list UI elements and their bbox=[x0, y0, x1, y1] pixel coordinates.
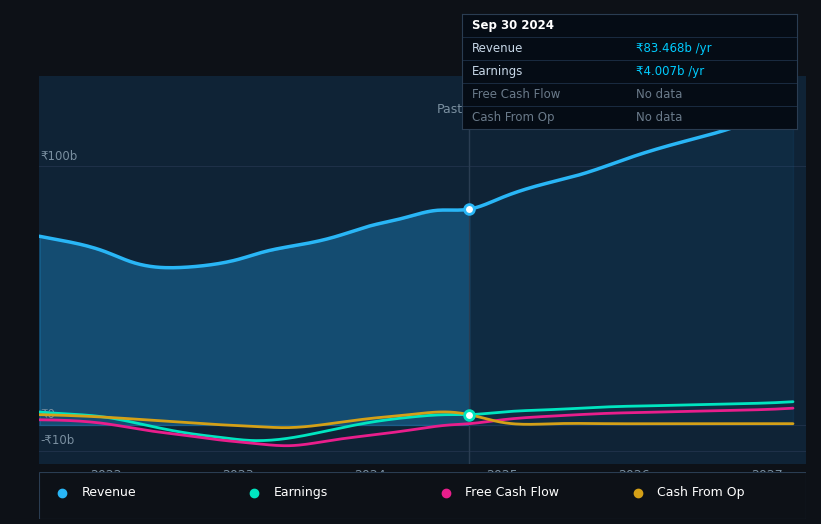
Text: Analysts Forecasts: Analysts Forecasts bbox=[479, 103, 594, 116]
Text: Free Cash Flow: Free Cash Flow bbox=[465, 486, 559, 499]
Text: ₹83.468b /yr: ₹83.468b /yr bbox=[636, 42, 712, 55]
Text: No data: No data bbox=[636, 88, 683, 101]
Text: Earnings: Earnings bbox=[273, 486, 328, 499]
Text: Free Cash Flow: Free Cash Flow bbox=[472, 88, 561, 101]
Text: Earnings: Earnings bbox=[472, 65, 524, 78]
Text: Revenue: Revenue bbox=[472, 42, 524, 55]
Text: ₹0: ₹0 bbox=[41, 408, 56, 421]
Text: -₹10b: -₹10b bbox=[41, 434, 75, 447]
Text: Cash From Op: Cash From Op bbox=[657, 486, 744, 499]
Text: Sep 30 2024: Sep 30 2024 bbox=[472, 19, 554, 32]
Text: Cash From Op: Cash From Op bbox=[472, 111, 555, 124]
Text: Past: Past bbox=[436, 103, 462, 116]
Text: No data: No data bbox=[636, 111, 683, 124]
Text: ₹4.007b /yr: ₹4.007b /yr bbox=[636, 65, 704, 78]
Text: Revenue: Revenue bbox=[81, 486, 136, 499]
Text: ₹100b: ₹100b bbox=[41, 149, 78, 162]
